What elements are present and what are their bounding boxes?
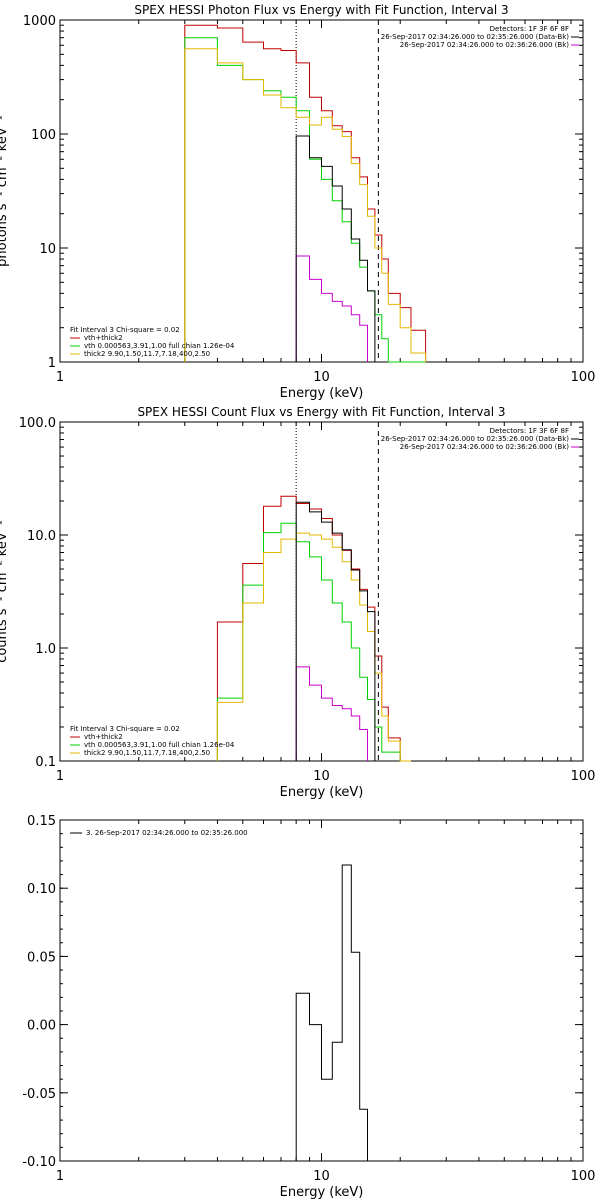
y-tick-label: 1 <box>48 356 56 371</box>
x-axis-label: Energy (keV) <box>280 1185 364 1200</box>
x-axis-label: Energy (keV) <box>280 785 364 800</box>
chart-title: SPEX HESSI Count Flux vs Energy with Fit… <box>137 405 505 419</box>
count-flux-panel: SPEX HESSI Count Flux vs Energy with Fit… <box>0 405 595 800</box>
x-tick-label: 1 <box>56 1169 64 1184</box>
fit-legend-entry: Fit Interval 3 Chi-square = 0.02 <box>70 725 180 733</box>
top-right-annotation: 26-Sep-2017 02:34:26.000 to 02:35:26.000… <box>381 33 570 41</box>
series-line-2 <box>184 48 427 362</box>
series-line-3 <box>295 255 368 362</box>
top-right-annotation: 26-Sep-2017 02:34:26.000 to 02:36:26.000… <box>400 41 570 49</box>
x-tick-label: 10 <box>313 1169 330 1184</box>
y-tick-label: 100.0 <box>19 416 56 431</box>
y-tick-label: 0.15 <box>27 814 56 829</box>
y-tick-label: -0.10 <box>22 1155 56 1170</box>
fit-legend-entry: Fit Interval 3 Chi-square = 0.02 <box>70 326 180 334</box>
fit-legend-entry: vth+thick2 <box>84 733 123 741</box>
series-line-0 <box>295 864 379 1162</box>
y-tick-label: 0.1 <box>35 755 56 770</box>
x-tick-label: 100 <box>571 1169 596 1184</box>
y-tick-label: 1.0 <box>35 642 56 657</box>
x-tick-label: 100 <box>571 370 596 385</box>
x-axis-label: Energy (keV) <box>280 386 364 401</box>
y-tick-label: 0.05 <box>27 950 56 965</box>
top-right-annotation: Detectors: 1F 3F 6F 8F <box>490 25 569 33</box>
y-axis-label: counts s⁻¹ cm⁻² keV⁻¹ <box>0 520 10 663</box>
x-tick-label: 1 <box>56 370 64 385</box>
series-line-3 <box>295 666 368 761</box>
y-axis-label: photons s⁻¹ cm⁻² keV⁻¹ <box>0 115 10 267</box>
x-tick-label: 10 <box>313 370 330 385</box>
series-line-4 <box>295 501 376 761</box>
x-tick-label: 10 <box>313 769 330 784</box>
series-line-4 <box>295 135 376 362</box>
series-line-1 <box>216 522 411 762</box>
chart-title: SPEX HESSI Photon Flux vs Energy with Fi… <box>134 3 508 17</box>
fit-legend-entry: vth 0.000563,3.91,1.00 full chian 1.26e-… <box>84 342 235 350</box>
top-right-annotation: 26-Sep-2017 02:34:26.000 to 02:35:26.000… <box>381 435 570 443</box>
y-tick-label: 10 <box>39 242 56 257</box>
y-tick-label: -0.05 <box>22 1087 56 1102</box>
fit-legend-entry: thick2 9.90,1.50,11.7,7.18,400,2.50 <box>84 749 210 757</box>
top-right-annotation: 26-Sep-2017 02:34:26.000 to 02:36:26.000… <box>400 443 570 451</box>
fit-legend-entry: vth+thick2 <box>84 334 123 342</box>
photon-flux-panel: SPEX HESSI Photon Flux vs Energy with Fi… <box>0 3 595 401</box>
y-tick-label: 0.10 <box>27 882 56 897</box>
x-tick-label: 100 <box>571 769 596 784</box>
fit-legend-entry: thick2 9.90,1.50,11.7,7.18,400,2.50 <box>84 350 210 358</box>
x-tick-label: 1 <box>56 769 64 784</box>
residual-legend-entry: 3. 26-Sep-2017 02:34:26.000 to 02:35:26.… <box>86 829 248 837</box>
fit-legend-entry: vth 0.000563,3.91,1.00 full chian 1.26e-… <box>84 741 235 749</box>
residuals-panel: Energy (keV) 1 10 100 -0.10 -0.05 0.00 0.05 0.10… <box>22 814 595 1200</box>
y-tick-label: 0.00 <box>27 1019 56 1034</box>
y-tick-label: 1000 <box>23 14 56 29</box>
top-right-annotation: Detectors: 1F 3F 6F 8F <box>490 427 569 435</box>
y-tick-label: 10.0 <box>27 529 56 544</box>
y-tick-label: 100 <box>31 128 56 143</box>
